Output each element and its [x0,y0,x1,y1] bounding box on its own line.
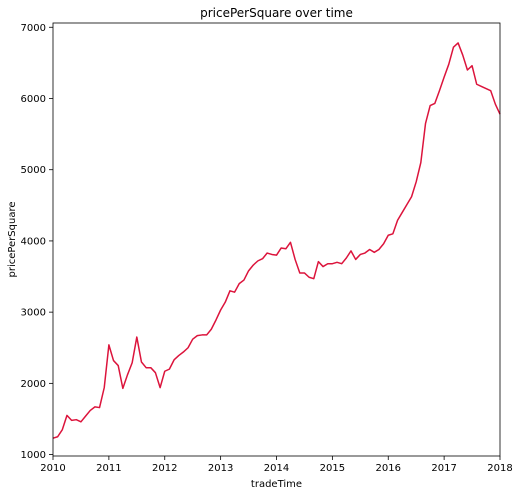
series-line [52,42,501,439]
x-tick-label: 2015 [320,463,345,474]
y-axis-label: pricePerSquare [7,201,18,277]
y-tick-label: 4000 [21,236,46,247]
y-tick-label: 7000 [21,23,46,34]
x-tick-label: 2017 [431,463,456,474]
x-tick-label: 2010 [40,463,65,474]
plot-frame [52,22,501,457]
y-tick-label: 1000 [21,450,46,461]
chart-title: pricePerSquare over time [200,6,353,20]
x-tick-label: 2013 [208,463,233,474]
x-axis: 2010 2011 2012 2013 2014 2015 2016 2017 2018 [40,456,513,474]
series-layer [52,42,501,439]
y-tick-label: 5000 [21,165,46,176]
x-tick-label: 2014 [264,463,289,474]
y-tick-label: 6000 [21,94,46,105]
x-axis-label: tradeTime [251,479,302,490]
x-tick-label: 2016 [376,463,401,474]
x-tick-label: 2011 [96,463,121,474]
y-tick-label: 3000 [21,308,46,319]
y-axis: 1000 2000 3000 4000 5000 6000 7000 [21,23,53,461]
x-tick-label: 2018 [487,463,512,474]
x-tick-label: 2012 [152,463,177,474]
y-tick-label: 2000 [21,379,46,390]
plot-area [52,22,501,457]
